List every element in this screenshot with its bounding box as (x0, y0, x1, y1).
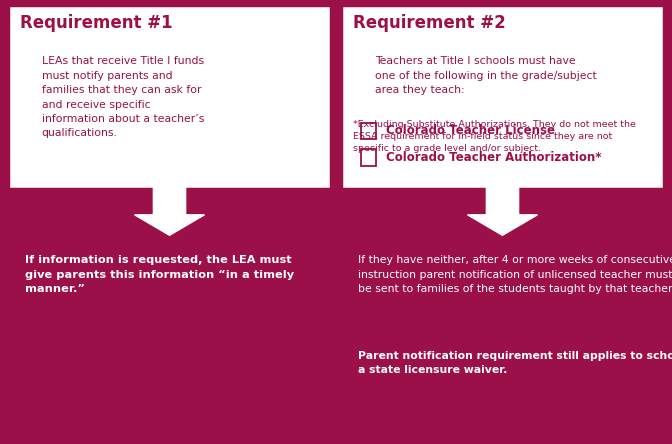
Text: *Excluding Substitute Authorizations. They do not meet the
ESSA requirement for : *Excluding Substitute Authorizations. Th… (353, 120, 636, 153)
Text: Colorado Teacher License: Colorado Teacher License (386, 124, 555, 138)
Text: LEAs that receive Title I funds
must notify parents and
families that they can a: LEAs that receive Title I funds must not… (42, 56, 204, 139)
Text: Teachers at Title I schools must have
one of the following in the grade/subject
: Teachers at Title I schools must have on… (375, 56, 596, 95)
Text: If information is requested, the LEA must
give parents this information “in a ti: If information is requested, the LEA mus… (25, 255, 294, 294)
FancyBboxPatch shape (362, 123, 376, 139)
Polygon shape (134, 186, 204, 235)
FancyBboxPatch shape (8, 5, 331, 189)
Text: Requirement #2: Requirement #2 (353, 14, 506, 32)
Polygon shape (468, 186, 538, 235)
Text: Requirement #1: Requirement #1 (20, 14, 173, 32)
Text: Colorado Teacher Authorization*: Colorado Teacher Authorization* (386, 151, 601, 164)
FancyBboxPatch shape (362, 149, 376, 166)
Text: Parent notification requirement still applies to schools with
a state licensure : Parent notification requirement still ap… (358, 351, 672, 375)
Text: If they have neither, after 4 or more weeks of consecutive
instruction parent no: If they have neither, after 4 or more we… (358, 255, 672, 294)
FancyBboxPatch shape (341, 5, 664, 189)
